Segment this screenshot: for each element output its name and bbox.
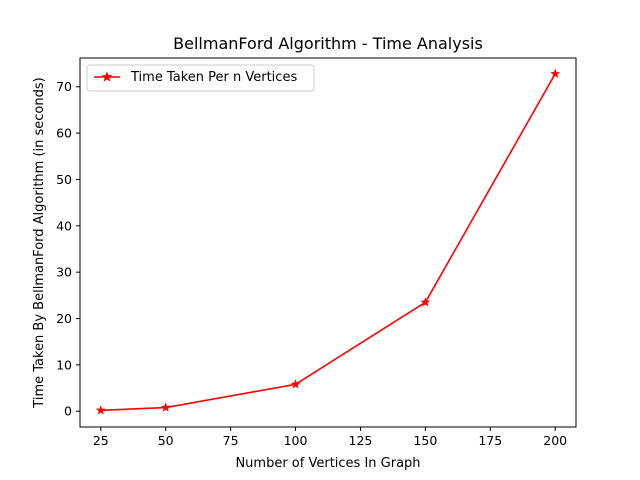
x-tick-label: 200 [543, 433, 567, 448]
x-tick-label: 50 [158, 433, 174, 448]
y-tick-label: 30 [56, 265, 72, 280]
series-line [100, 73, 556, 412]
data-point-star [95, 405, 106, 415]
plot-area [79, 57, 577, 428]
data-point-star [160, 402, 171, 412]
data-point-star [290, 379, 301, 389]
y-tick-label: 50 [56, 172, 72, 187]
x-tick-label: 75 [223, 433, 239, 448]
y-tick-label: 10 [56, 357, 72, 372]
y-tick-label: 70 [56, 79, 72, 94]
x-tick-label: 25 [93, 433, 109, 448]
y-tick-label: 0 [64, 404, 72, 419]
axis-ticks: 25 50 75 100 125 150 175 200 0 10 20 30 40 50 60 70 [56, 79, 567, 448]
x-tick-label: 100 [284, 433, 308, 448]
chart-title: BellmanFord Algorithm - Time Analysis [173, 34, 483, 53]
y-tick-label: 20 [56, 311, 72, 326]
x-tick-label: 150 [413, 433, 437, 448]
x-tick-label: 175 [478, 433, 502, 448]
x-axis-label: Number of Vertices In Graph [235, 456, 420, 471]
y-tick-label: 40 [56, 218, 72, 233]
legend: Time Taken Per n Vertices [86, 64, 315, 92]
y-tick-label: 60 [56, 126, 72, 141]
x-tick-label: 125 [349, 433, 373, 448]
y-axis-label: Time Taken By BellmanFord Algorithm (in … [32, 77, 47, 408]
series-layer [95, 68, 561, 415]
legend-box [86, 64, 315, 92]
data-point-star [550, 68, 561, 78]
legend-label: Time Taken Per n Vertices [130, 70, 297, 85]
legend-marker-icon [101, 71, 113, 82]
data-point-star [420, 297, 431, 307]
